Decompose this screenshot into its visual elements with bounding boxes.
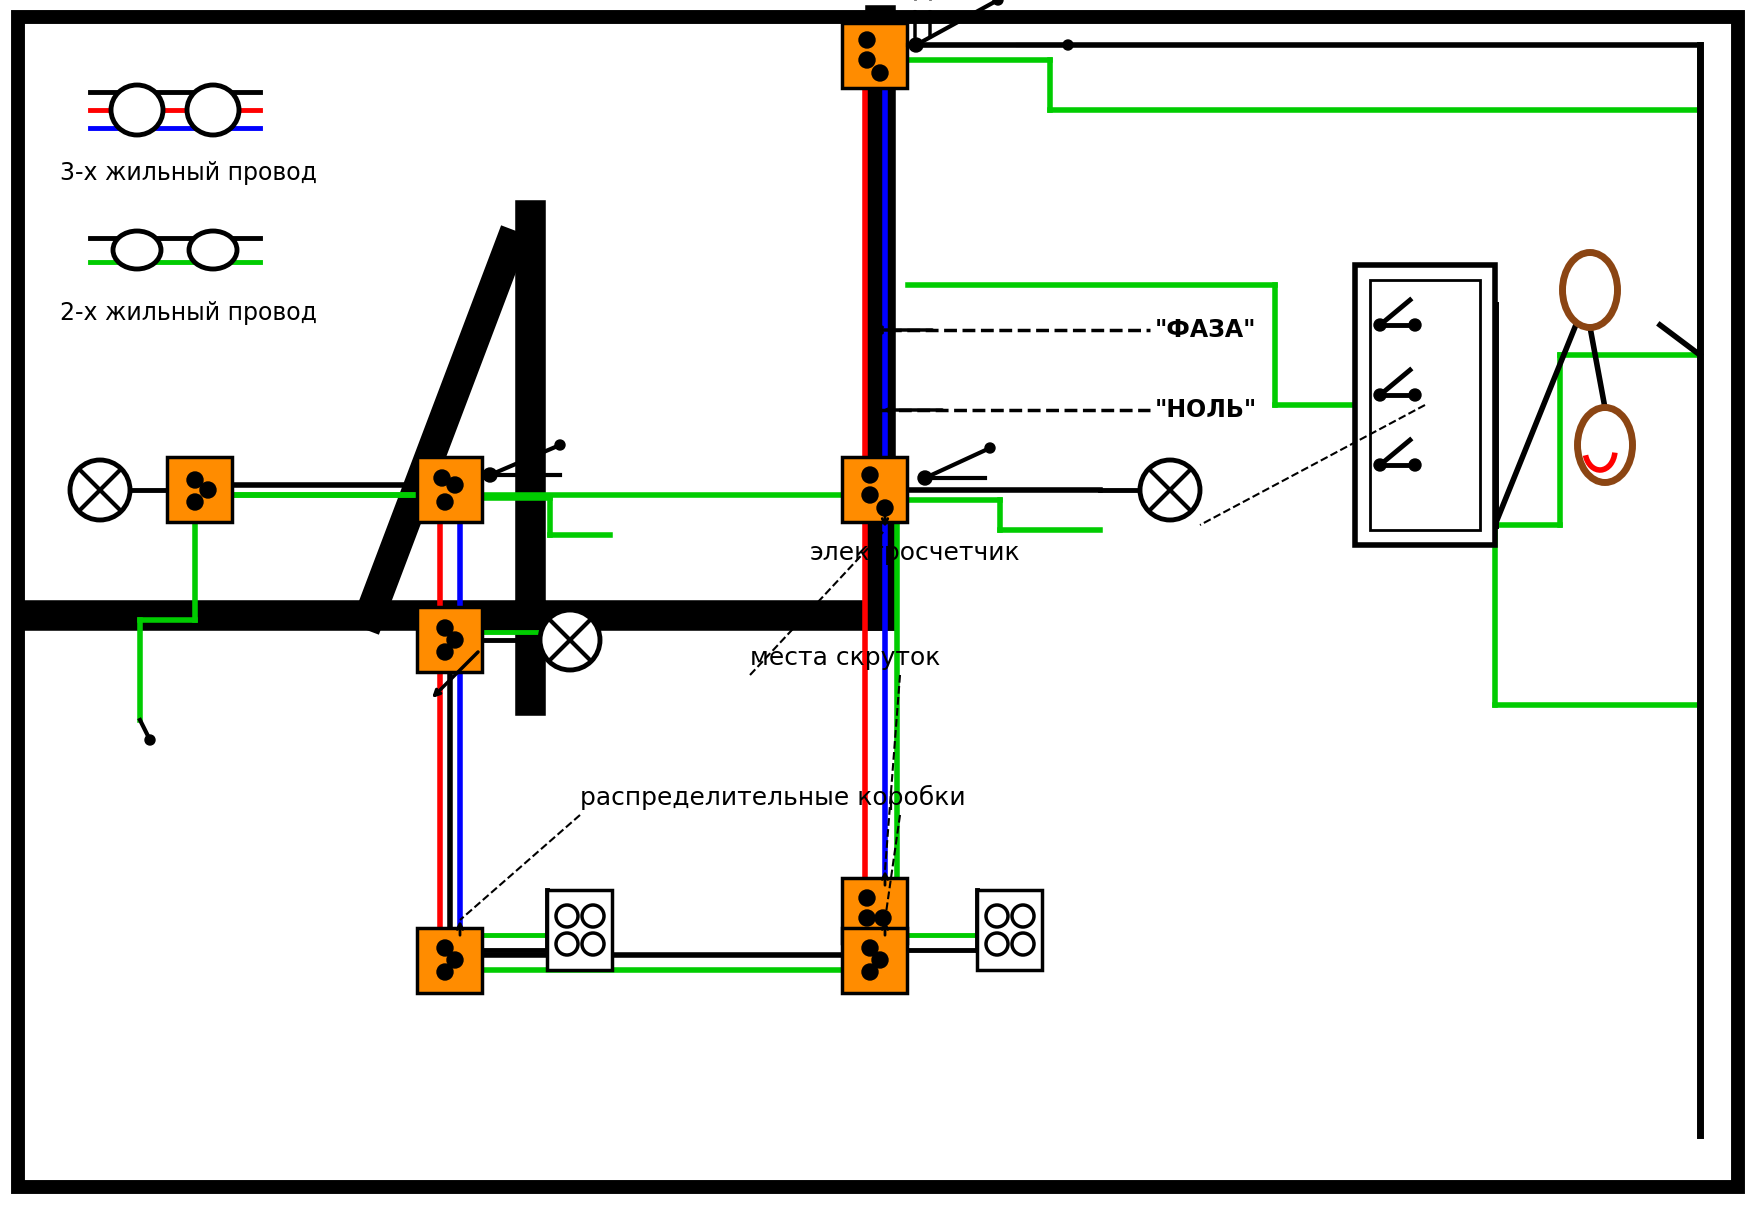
Circle shape: [862, 468, 878, 483]
Circle shape: [555, 440, 565, 449]
Circle shape: [1011, 905, 1034, 927]
Ellipse shape: [112, 231, 161, 269]
Circle shape: [862, 940, 878, 956]
Bar: [548, 890, 612, 970]
Text: распределительные коробки: распределительные коробки: [579, 784, 965, 810]
Bar: [418, 607, 483, 672]
Circle shape: [1372, 319, 1385, 331]
Circle shape: [556, 933, 577, 956]
Circle shape: [1408, 389, 1420, 401]
Circle shape: [1408, 459, 1420, 471]
Text: места скруток: места скруток: [749, 646, 941, 670]
Text: электросчетчик: электросчетчик: [809, 541, 1020, 565]
Bar: [167, 458, 232, 523]
Circle shape: [874, 910, 890, 925]
Circle shape: [1139, 460, 1199, 521]
Circle shape: [1372, 389, 1385, 401]
Bar: [1369, 280, 1479, 530]
Circle shape: [186, 494, 204, 510]
Bar: [842, 23, 907, 88]
Circle shape: [581, 905, 604, 927]
Bar: [418, 928, 483, 993]
Bar: [418, 458, 483, 523]
Circle shape: [1408, 319, 1420, 331]
Circle shape: [70, 460, 130, 521]
Ellipse shape: [186, 86, 239, 135]
Circle shape: [448, 952, 463, 968]
Circle shape: [433, 470, 449, 486]
Circle shape: [858, 890, 874, 906]
Text: "НОЛЬ": "НОЛЬ": [1155, 398, 1257, 422]
Text: 2-х жильный провод: 2-х жильный провод: [60, 301, 318, 325]
Ellipse shape: [190, 231, 237, 269]
Circle shape: [985, 443, 995, 453]
Circle shape: [909, 39, 923, 52]
Circle shape: [858, 33, 874, 48]
Bar: [842, 458, 907, 523]
Circle shape: [1372, 459, 1385, 471]
Circle shape: [862, 964, 878, 980]
Ellipse shape: [1562, 253, 1616, 328]
Bar: [842, 928, 907, 993]
Circle shape: [437, 940, 453, 956]
Circle shape: [541, 610, 600, 670]
Circle shape: [581, 933, 604, 956]
Circle shape: [862, 487, 878, 502]
Circle shape: [483, 468, 497, 482]
Circle shape: [918, 471, 932, 484]
Circle shape: [858, 910, 874, 925]
Circle shape: [437, 643, 453, 660]
Circle shape: [146, 735, 154, 745]
Text: "ФАЗА": "ФАЗА": [1155, 318, 1257, 342]
Ellipse shape: [111, 86, 163, 135]
Circle shape: [1062, 40, 1072, 49]
Bar: [842, 877, 907, 942]
Bar: [1355, 265, 1494, 545]
Circle shape: [556, 905, 577, 927]
Circle shape: [437, 494, 453, 510]
Circle shape: [872, 65, 888, 81]
Bar: [978, 890, 1042, 970]
Circle shape: [858, 52, 874, 67]
Circle shape: [986, 933, 1007, 956]
Circle shape: [1011, 933, 1034, 956]
Circle shape: [872, 952, 888, 968]
Circle shape: [186, 472, 204, 488]
Circle shape: [200, 482, 216, 498]
Ellipse shape: [1576, 407, 1632, 482]
Circle shape: [876, 500, 893, 516]
Circle shape: [448, 477, 463, 493]
Circle shape: [448, 631, 463, 648]
Circle shape: [992, 0, 1002, 5]
Circle shape: [437, 964, 453, 980]
Text: 3-х жильный провод: 3-х жильный провод: [60, 161, 318, 186]
Circle shape: [986, 905, 1007, 927]
Circle shape: [437, 621, 453, 636]
